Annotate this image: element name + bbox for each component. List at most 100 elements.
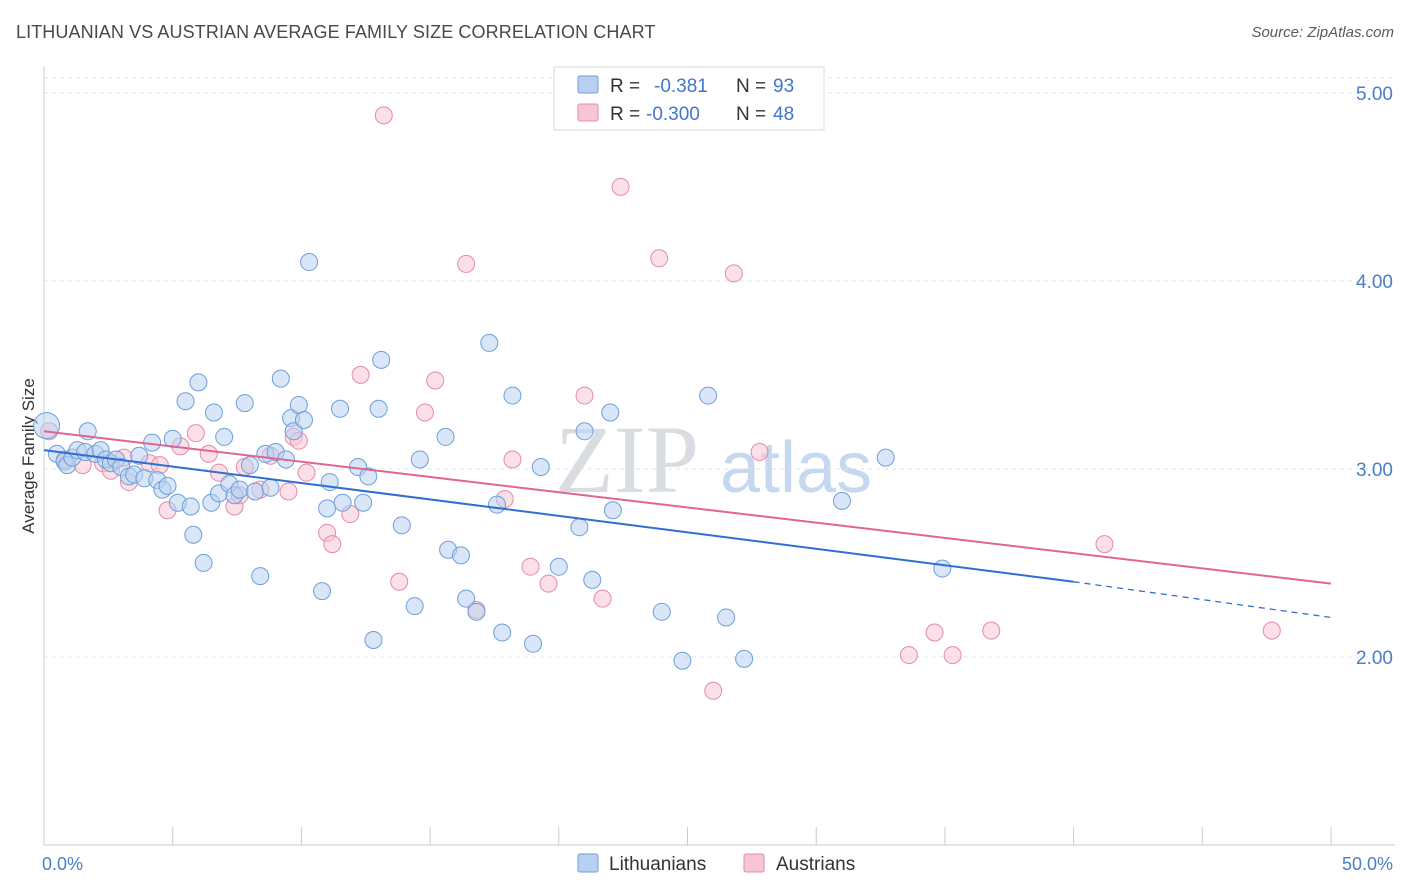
point-lithuanians	[204, 403, 223, 422]
chart-title: LITHUANIAN VS AUSTRIAN AVERAGE FAMILY SI…	[16, 22, 656, 42]
point-austrians	[982, 621, 1001, 640]
legend-n-value-lithuanians: 93	[773, 76, 794, 97]
chart-source: Source: ZipAtlas.com	[1251, 24, 1394, 41]
point-austrians	[186, 424, 205, 443]
point-austrians	[415, 403, 434, 422]
point-lithuanians	[271, 369, 290, 388]
point-austrians	[724, 264, 743, 283]
watermark-zip: ZIP	[555, 406, 699, 513]
point-lithuanians	[251, 567, 270, 586]
y-axis-label: Average Family Size	[19, 378, 38, 534]
point-lithuanians	[240, 456, 259, 475]
series-lithuanians	[33, 253, 952, 670]
point-lithuanians	[189, 373, 208, 392]
bottom-legend-swatch-austrians	[743, 853, 765, 873]
point-austrians	[925, 623, 944, 642]
stats-legend: R = -0.381 N = 93 R = -0.300 N = 48	[553, 66, 825, 131]
x-tick-label: 0.0%	[42, 854, 83, 874]
legend-swatch-austrians	[577, 103, 599, 122]
gridlines	[44, 77, 1395, 658]
y-tick-label: 3.00	[1356, 460, 1393, 481]
point-lithuanians	[261, 478, 280, 497]
legend-r-value-lithuanians: -0.381	[654, 76, 708, 97]
point-lithuanians	[503, 386, 522, 405]
point-lithuanians	[583, 570, 602, 589]
point-lithuanians	[181, 497, 200, 516]
point-lithuanians	[246, 482, 265, 501]
trend-line-lithuanians	[43, 449, 1074, 583]
point-lithuanians	[333, 493, 352, 512]
point-lithuanians	[488, 495, 507, 514]
legend-n-label-lithuanians: N =	[736, 76, 766, 97]
point-lithuanians	[410, 450, 429, 469]
point-austrians	[539, 574, 558, 593]
point-lithuanians	[289, 395, 308, 414]
series-legend: Lithuanians Austrians	[577, 853, 855, 875]
point-lithuanians	[735, 649, 754, 668]
point-austrians	[279, 482, 298, 501]
point-lithuanians	[467, 602, 486, 621]
stats-legend-box	[553, 66, 825, 131]
legend-n-value-austrians: 48	[773, 104, 794, 125]
point-lithuanians	[194, 553, 213, 572]
point-lithuanians	[436, 427, 455, 446]
legend-r-label-lithuanians: R =	[610, 76, 640, 97]
point-lithuanians	[392, 516, 411, 535]
point-lithuanians	[176, 392, 195, 411]
point-lithuanians	[673, 651, 692, 670]
legend-r-label-austrians: R =	[610, 104, 640, 125]
point-austrians	[750, 442, 769, 461]
y-tick-label: 4.00	[1356, 272, 1393, 293]
point-lithuanians	[603, 501, 622, 520]
legend-r-value-austrians: -0.300	[646, 104, 700, 125]
point-austrians	[297, 463, 316, 482]
point-austrians	[650, 249, 669, 268]
point-lithuanians	[933, 559, 952, 578]
point-austrians	[611, 177, 630, 196]
point-lithuanians	[33, 412, 61, 440]
bottom-legend-swatch-lithuanians	[577, 853, 599, 873]
point-lithuanians	[717, 608, 736, 627]
point-austrians	[593, 589, 612, 608]
point-lithuanians	[364, 631, 383, 650]
point-austrians	[426, 371, 445, 390]
point-lithuanians	[699, 386, 718, 405]
legend-swatch-lithuanians	[577, 75, 599, 94]
point-lithuanians	[312, 582, 331, 601]
point-lithuanians	[354, 493, 373, 512]
point-lithuanians	[284, 422, 303, 441]
trend-line-lithuanians-extension	[1073, 581, 1332, 619]
point-lithuanians	[372, 350, 391, 369]
trend-lines	[43, 430, 1332, 619]
point-lithuanians	[451, 546, 470, 565]
point-lithuanians	[601, 403, 620, 422]
trend-line-austrians	[43, 430, 1332, 585]
point-lithuanians	[457, 589, 476, 608]
point-austrians	[1262, 621, 1281, 640]
point-lithuanians	[652, 602, 671, 621]
y-tick-label: 5.00	[1356, 84, 1393, 105]
bottom-legend-label-austrians: Austrians	[776, 854, 855, 875]
point-austrians	[704, 681, 723, 700]
point-austrians	[943, 646, 962, 665]
legend-n-label-austrians: N =	[736, 104, 766, 125]
point-austrians	[323, 535, 342, 554]
point-lithuanians	[480, 333, 499, 352]
point-austrians	[457, 254, 476, 273]
point-lithuanians	[215, 427, 234, 446]
x-tick-labels: 0.0% 50.0%	[42, 854, 1393, 874]
point-lithuanians	[230, 480, 249, 499]
point-lithuanians	[876, 448, 895, 467]
point-austrians	[390, 572, 409, 591]
y-tick-labels: 2.00 3.00 4.00 5.00	[1356, 84, 1393, 669]
point-austrians	[521, 557, 540, 576]
point-austrians	[374, 106, 393, 125]
point-lithuanians	[130, 446, 149, 465]
point-lithuanians	[163, 429, 182, 448]
point-austrians	[899, 646, 918, 665]
point-lithuanians	[832, 491, 851, 510]
point-austrians	[575, 386, 594, 405]
point-lithuanians	[369, 399, 388, 418]
bottom-legend-label-lithuanians: Lithuanians	[609, 854, 706, 875]
